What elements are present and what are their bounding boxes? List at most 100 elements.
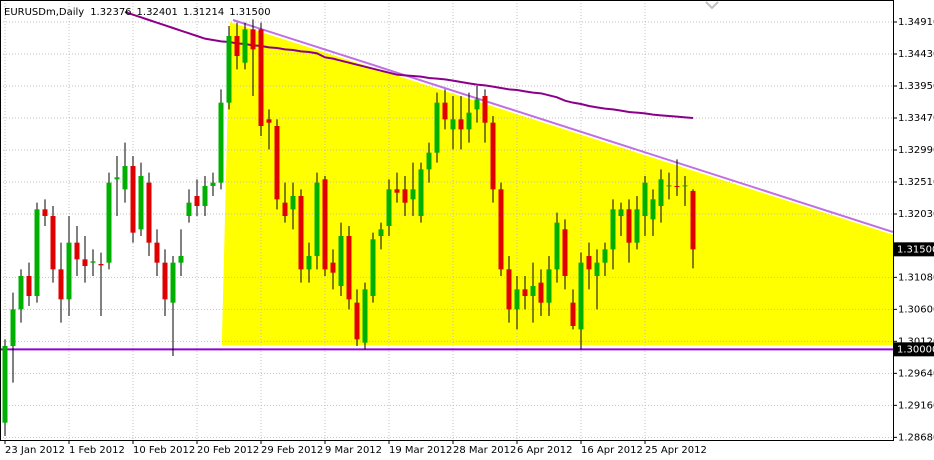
candle-body [82,259,88,266]
candle-body [58,269,64,300]
candle-body [642,182,648,216]
y-tick-label: 1.34430 [898,49,934,60]
candle-body [362,289,368,343]
y-tick-label: 1.34910 [898,17,934,28]
candle-body [378,229,384,236]
header-value: 1.32376 [90,7,131,18]
candle-body [106,182,112,263]
candle-body [482,96,488,123]
bid-label: 1.31500 [897,244,934,255]
candle-body [442,102,448,120]
candle-body [138,176,144,230]
candle-body [34,209,40,296]
candle-body [114,177,120,180]
candle-body [434,102,440,153]
candle-body [626,209,632,243]
candle-body [282,202,288,216]
candle-body [194,196,200,206]
candle-body [330,262,336,273]
bid-label-box [894,242,934,257]
candle-body [530,286,536,296]
x-tick-label: 9 Mar 2012 [325,445,382,456]
candle-body [426,152,432,170]
candle-body [466,112,472,130]
candle-body [674,186,680,187]
candle-body [562,229,568,276]
candle-body [402,189,408,203]
candle-body [338,236,344,286]
candle-body [610,209,616,250]
x-tick-label: 25 Apr 2012 [645,445,707,456]
candle-body [410,189,416,200]
candle-body [306,256,312,270]
candle-body [66,242,72,300]
candle-body [298,196,304,270]
y-tick-label: 1.32990 [898,145,934,156]
candle-body [274,126,280,200]
candle-body [98,264,104,266]
candle-body [74,242,80,260]
candle-body [554,222,560,270]
candle-body [394,189,400,193]
candle-body [170,262,176,303]
header-value: 1.31214 [183,7,224,18]
candle-body [506,269,512,310]
x-tick-label: 1 Feb 2012 [69,445,125,456]
candle-body [50,216,56,270]
header-value: 1.31500 [229,7,270,18]
candle-body [650,199,656,220]
candle-body [458,119,464,130]
candle-body [122,166,128,190]
y-tick-label: 1.31080 [898,272,934,283]
candle-body [154,242,160,263]
y-tick-label: 1.28680 [898,432,934,443]
candle-body [514,289,520,310]
y-tick-label: 1.32030 [898,209,934,220]
candle-body [370,239,376,296]
triangle-object [221,22,893,345]
candle-body [218,102,224,183]
candle-body [418,169,424,216]
candle-body [42,209,48,216]
candle-body [658,179,664,206]
candle-body [250,29,256,50]
level-label-box [894,342,934,357]
candle-body [2,346,8,423]
level-label: 1.30000 [897,344,934,355]
candle-body [322,179,328,270]
x-tick-label: 28 Mar 2012 [453,445,516,456]
symbol-title: EURUSDm,Daily [4,7,84,18]
candle-body [570,302,576,326]
y-tick-label: 1.33470 [898,113,934,124]
candle-body [146,182,152,243]
candle-body [210,182,216,186]
candle-body [490,122,496,190]
trendline [232,19,893,233]
candle-body [634,209,640,243]
candle-body [538,282,544,303]
candle-body [618,209,624,216]
header-value: 1.32401 [137,7,178,18]
y-tick-label: 1.33950 [898,81,934,92]
candle-body [666,185,672,187]
candle-body [162,262,168,300]
y-tick-label: 1.29160 [898,400,934,411]
candle-body [522,289,528,296]
candle-body [682,185,688,187]
candle-body [690,190,696,250]
y-tick-label: 1.30120 [898,336,934,347]
x-tick-label: 10 Feb 2012 [133,445,195,456]
candle-body [90,261,96,263]
candle-body [18,276,24,310]
candle-body [450,119,456,130]
x-tick-label: 6 Apr 2012 [517,445,572,456]
candle-body [314,182,320,256]
x-tick-label: 29 Feb 2012 [261,445,323,456]
candle-body [258,29,264,126]
plot-frame [0,0,894,441]
scroll-marker [705,1,719,10]
x-tick-label: 20 Feb 2012 [197,445,259,456]
plot-area [0,0,893,440]
